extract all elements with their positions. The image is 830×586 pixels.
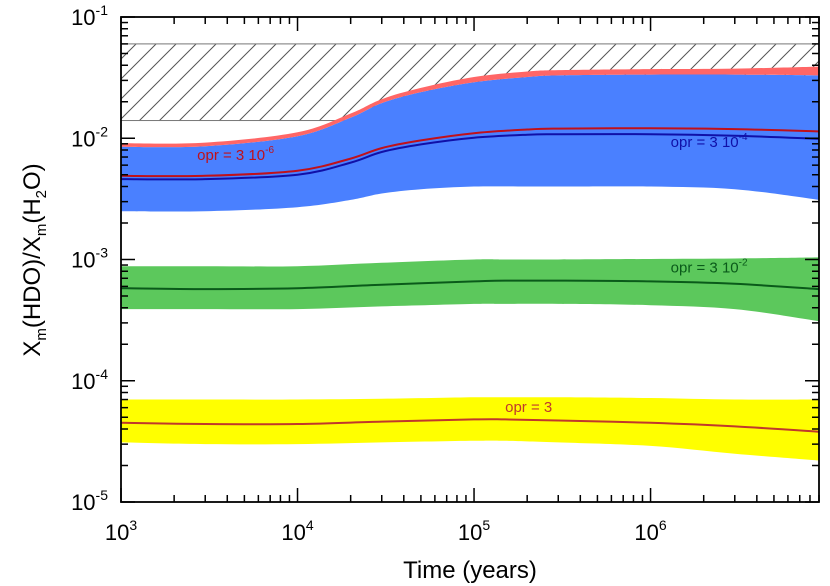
y-tick-label: 10-5	[71, 487, 108, 515]
series-label-4: opr = 3 10-6	[197, 145, 274, 164]
band-1	[121, 397, 819, 461]
series-label-3: opr = 3 10-4	[671, 132, 748, 151]
series-label-2: opr = 3 10-2	[671, 258, 748, 277]
series-line-1	[121, 418, 819, 433]
x-tick-labels: 103 104 105 106	[105, 517, 667, 545]
x-tick-label: 106	[634, 517, 666, 545]
x-tick-label: 103	[105, 517, 137, 545]
x-tick-label: 105	[458, 517, 490, 545]
band-4	[121, 66, 819, 148]
series-line-2	[121, 279, 819, 291]
series-label-1: opr = 3	[505, 399, 552, 416]
x-tick-label: 104	[281, 517, 313, 545]
series-line-4	[121, 127, 819, 178]
plot-area	[121, 43, 819, 461]
series-line-3	[121, 133, 819, 181]
x-axis-title: Time (years)	[403, 557, 537, 584]
uncertainty-bands	[121, 66, 819, 461]
series-lines	[121, 127, 819, 433]
axis-ticks	[120, 16, 820, 503]
y-tick-label: 10-3	[71, 245, 108, 273]
y-tick-label: 10-2	[71, 123, 108, 151]
band-2	[121, 257, 819, 322]
y-axis-title: Xm(HDO)/Xm(H2O)	[19, 163, 50, 356]
y-tick-labels: 10-5 10-4 10-3 10-2 10-1	[71, 2, 108, 515]
y-tick-label: 10-4	[71, 366, 108, 394]
band-3	[121, 74, 819, 212]
series-labels: opr = 3 opr = 3 10-2 opr = 3 10-4 opr = 3 1…	[197, 132, 748, 416]
y-tick-label: 10-1	[71, 2, 108, 30]
